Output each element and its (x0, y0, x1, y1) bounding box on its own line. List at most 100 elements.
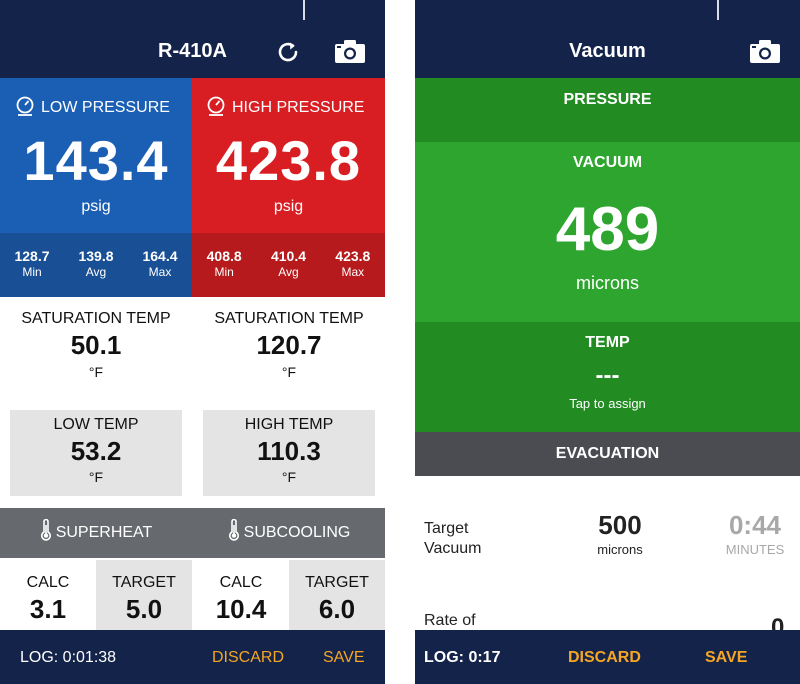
stat-value: 410.4 (270, 248, 307, 264)
high-temp-unit: °F (281, 469, 297, 485)
temp-value: --- (595, 362, 620, 389)
low-temp-unit: °F (88, 469, 104, 485)
high-pressure-value: 423.8 (215, 129, 362, 192)
superheat-subcooling-bar: SUPERHEAT SUBCOOLING (0, 508, 385, 558)
high-avg: 410.4 Avg (256, 233, 320, 297)
low-pressure-label: LOW PRESSURE (41, 99, 170, 116)
sat-label: SATURATION TEMP (214, 310, 364, 327)
superheat-label: SUPERHEAT (55, 524, 153, 541)
timer-value: 0:44 (728, 510, 782, 540)
stat-label: Avg (278, 265, 299, 279)
high-pressure-panel[interactable]: HIGH PRESSURE 423.8 psig 408.8 Min 410.4 A… (192, 78, 385, 297)
stat-label: Max (341, 265, 365, 279)
pressure-tab[interactable]: PRESSURE (415, 78, 800, 142)
save-button[interactable]: SAVE (323, 649, 365, 666)
notch (303, 0, 305, 20)
low-pressure-unit: psig (81, 198, 111, 215)
thermometer-icon (228, 518, 239, 541)
target-label-line: Target (424, 520, 469, 537)
low-avg: 139.8 Avg (64, 233, 128, 297)
nav-bar: Vacuum (415, 0, 800, 78)
calc-label: CALC (26, 574, 70, 591)
discard-button[interactable]: DISCARD (212, 649, 285, 666)
stat-label: Min (22, 265, 42, 279)
low-saturation-temp: SATURATION TEMP 50.1 °F (0, 310, 192, 380)
low-pressure-value: 143.4 (23, 129, 169, 192)
low-temp-box[interactable]: LOW TEMP 53.2 °F (10, 410, 182, 496)
superheat-target[interactable]: TARGET 5.0 (96, 560, 192, 630)
bottom-bar: LOG: 0:01:38 DISCARD SAVE (0, 630, 385, 684)
temp-panel[interactable]: TEMP --- Tap to assign (415, 322, 800, 432)
log-timer: LOG: 0:01:38 (20, 649, 117, 666)
sat-value: 120.7 (256, 330, 322, 360)
calc-label: CALC (219, 574, 263, 591)
target-value: 5.0 (125, 594, 163, 624)
target-value: 6.0 (318, 594, 356, 624)
gauge-icon (207, 96, 225, 116)
stat-label: Max (148, 265, 172, 279)
low-pressure-stats: 128.7 Min 139.8 Avg 164.4 Max (0, 233, 192, 297)
stat-label: Avg (85, 265, 107, 279)
pressure-header: PRESSURE (563, 91, 652, 108)
camera-icon[interactable] (334, 38, 366, 66)
target-vacuum-unit: microns (597, 542, 643, 557)
tap-to-assign-hint: Tap to assign (569, 396, 646, 411)
subcooling-tab[interactable]: SUBCOOLING (193, 508, 385, 558)
low-pressure-header: LOW PRESSURE (0, 96, 192, 117)
evacuation-timer: 0:44 MINUTES (715, 510, 795, 557)
save-button[interactable]: SAVE (705, 649, 748, 666)
vacuum-value: 489 (555, 195, 660, 264)
calc-value: 10.4 (215, 594, 267, 624)
nav-bar: R-410A (0, 0, 385, 78)
target-label: TARGET (112, 574, 176, 591)
vacuum-unit: microns (575, 273, 639, 293)
sat-value: 50.1 (70, 330, 122, 360)
target-vacuum-setting[interactable]: 500 microns (565, 510, 675, 557)
target-label: TARGET (305, 574, 369, 591)
evacuation-header: EVACUATION (555, 445, 660, 462)
high-temp-value: 110.3 (257, 436, 321, 466)
low-pressure-panel[interactable]: LOW PRESSURE 143.4 psig 128.7 Min 139.8 Av… (0, 78, 192, 297)
low-max: 164.4 Max (128, 233, 192, 297)
superheat-calc: CALC 3.1 (0, 560, 96, 630)
refresh-icon[interactable] (274, 38, 306, 66)
stat-value: 164.4 (142, 248, 178, 264)
sat-label: SATURATION TEMP (21, 310, 171, 327)
low-min: 128.7 Min (0, 233, 64, 297)
high-max: 423.8 Max (321, 233, 385, 297)
refrigerant-screen: R-410A LOW PRESSURE 143.4 psig 128.7 Min … (0, 0, 385, 684)
stat-value: 128.7 (14, 248, 50, 264)
notch (717, 0, 719, 20)
timer-unit: MINUTES (725, 542, 785, 557)
low-temp-value: 53.2 (70, 436, 122, 466)
high-temp-box[interactable]: HIGH TEMP 110.3 °F (203, 410, 375, 496)
page-title[interactable]: R-410A (158, 40, 227, 62)
temp-header: TEMP (585, 334, 630, 351)
sat-unit: °F (88, 364, 104, 380)
vacuum-screen: Vacuum PRESSURE VACUUM 489 microns TEMP … (415, 0, 800, 684)
high-pressure-label: HIGH PRESSURE (232, 99, 365, 116)
high-saturation-temp: SATURATION TEMP 120.7 °F (193, 310, 385, 380)
target-label-line: Vacuum (424, 540, 482, 557)
subcooling-target[interactable]: TARGET 6.0 (289, 560, 385, 630)
discard-button[interactable]: DISCARD (568, 649, 641, 666)
evacuation-header-bar: EVACUATION (415, 432, 800, 476)
log-timer: LOG: 0:17 (424, 649, 501, 666)
vacuum-panel[interactable]: VACUUM 489 microns (415, 142, 800, 322)
high-temp-label: HIGH TEMP (244, 416, 334, 433)
evacuation-panel: Target Vacuum 500 microns 0:44 MINUTES R… (415, 476, 800, 641)
low-temp-label: LOW TEMP (53, 416, 139, 433)
high-pressure-header: HIGH PRESSURE (192, 96, 385, 117)
stat-label: Min (214, 265, 234, 279)
target-vacuum-label: Target Vacuum (424, 519, 482, 559)
superheat-tab[interactable]: SUPERHEAT (0, 508, 192, 558)
bottom-bar: LOG: 0:17 DISCARD SAVE (415, 630, 800, 684)
stat-value: 139.8 (78, 248, 114, 264)
camera-icon[interactable] (749, 38, 781, 66)
high-min: 408.8 Min (192, 233, 256, 297)
gauge-icon (16, 96, 34, 116)
stat-value: 408.8 (206, 248, 242, 264)
page-title[interactable]: Vacuum (569, 40, 646, 62)
target-vacuum-value: 500 (598, 510, 642, 540)
stat-value: 423.8 (335, 248, 371, 264)
